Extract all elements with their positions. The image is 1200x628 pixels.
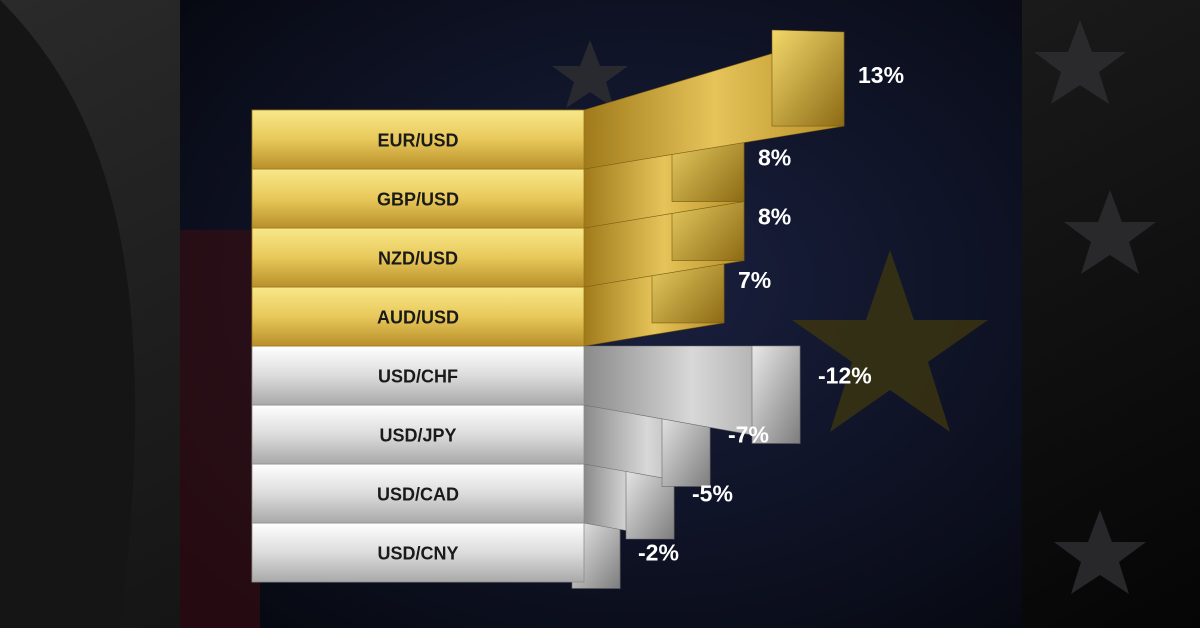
bar-end-cap <box>771 29 845 127</box>
category-label: NZD/USD <box>378 249 458 269</box>
bar-label-face <box>251 404 585 465</box>
star-icon <box>1054 510 1146 594</box>
value-label: -12% <box>818 363 872 389</box>
value-label: 13% <box>858 62 904 88</box>
bar-eur-usd <box>251 29 845 170</box>
value-label: -7% <box>728 422 769 448</box>
star-icon <box>552 40 628 108</box>
category-label: AUD/USD <box>377 308 459 328</box>
bar-label-face <box>251 109 585 170</box>
star-icon <box>1064 190 1156 274</box>
bar-label-face <box>251 168 585 229</box>
bar-end-cap <box>751 345 801 444</box>
star-icon <box>1034 20 1126 104</box>
bar-usd-chf <box>251 345 801 444</box>
category-label: EUR/USD <box>377 131 458 151</box>
bar-label-face <box>251 463 585 524</box>
category-label: USD/CAD <box>377 485 459 505</box>
bar-label-face <box>251 345 585 406</box>
value-label: -2% <box>638 540 679 566</box>
value-label: -5% <box>692 481 733 507</box>
value-label: 8% <box>758 203 791 229</box>
eu-flag-star-icon <box>792 250 988 432</box>
value-label: 7% <box>738 267 771 293</box>
category-label: GBP/USD <box>377 190 459 210</box>
background-left-swoosh <box>0 0 135 628</box>
bar-label-face <box>251 286 585 347</box>
value-label: 8% <box>758 144 791 170</box>
category-label: USD/JPY <box>379 426 456 446</box>
category-label: USD/CHF <box>378 367 458 387</box>
bar-label-face <box>251 522 585 583</box>
category-label: USD/CNY <box>377 544 458 564</box>
bars-layer <box>251 29 845 589</box>
bar-label-face <box>251 227 585 288</box>
labels-layer: USD/CNY -2% USD/CAD -5% USD/JPY -7% USD/CHF -12… <box>377 62 904 565</box>
background-flag-stripe <box>180 230 260 628</box>
bar-usd-cad <box>251 463 675 540</box>
